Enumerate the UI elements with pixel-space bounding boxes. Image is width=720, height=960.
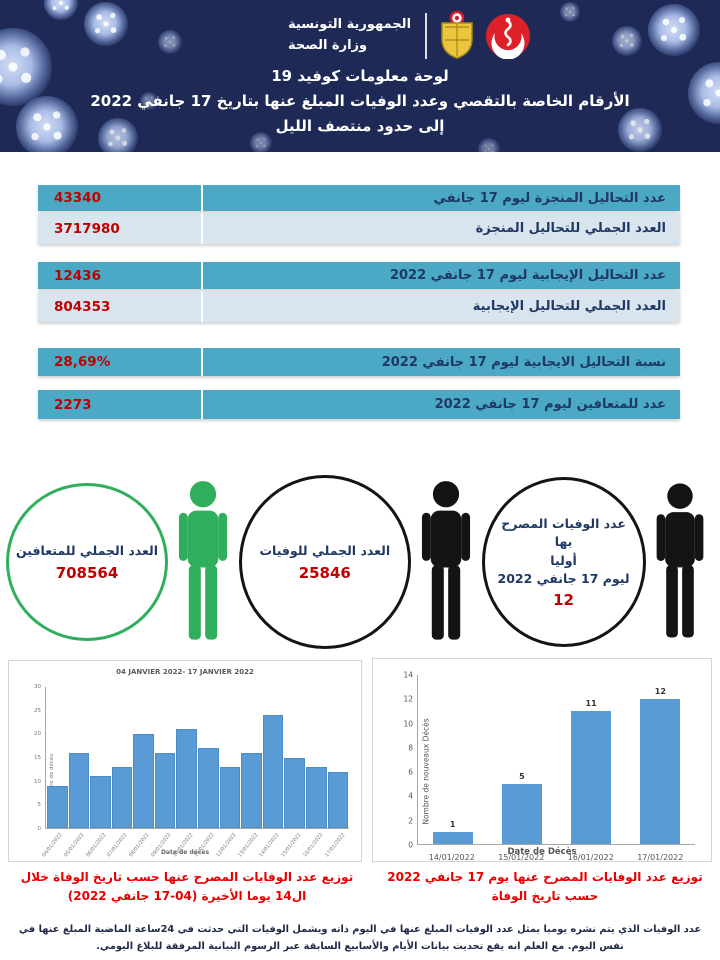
virus-decoration: [140, 92, 158, 110]
stat-value: 28,69%: [54, 354, 111, 370]
circle-label: عدد الوفيات المصرح بها أوليا ليوم 17 جان…: [497, 516, 630, 586]
person-icon: [179, 481, 228, 640]
virus-decoration: [250, 132, 272, 152]
stat-row-positive-total: 804353 العدد الجملي للتحاليل الإيجابية: [38, 291, 680, 322]
stat-row-positivity-rate: 28,69% نسبة التحاليل الايجابية ليوم 17 ج…: [38, 348, 680, 376]
cell-divider: [201, 213, 203, 244]
cell-divider: [201, 348, 203, 376]
stat-row-tests-today: 43340 عدد التحاليل المنجزة ليوم 17 جانفي: [38, 185, 680, 211]
stat-label: العدد الجملي للتحاليل المنجزة: [475, 221, 666, 236]
tunisia-coat-of-arms-icon: [441, 10, 473, 59]
virus-decoration: [618, 108, 662, 152]
x-axis-label: Date de décès: [160, 849, 210, 856]
stat-value: 12436: [54, 267, 101, 284]
virus-decoration: [44, 0, 78, 20]
circle-value: 12: [553, 590, 574, 609]
right-chart-caption: توزيع عدد الوفايات المصرح عنها يوم 17 جا…: [387, 870, 703, 903]
bars: 1 5 11 12: [418, 675, 695, 844]
left-chart-caption: توزيع عدد الوفايات المصرح عنها حسب تاريخ…: [20, 870, 354, 903]
chart-title: 04 JANVIER 2022- 17 JANVIER 2022: [116, 668, 254, 676]
cell-divider: [201, 185, 203, 211]
ministry-line1: الجمهورية التونسية: [288, 17, 412, 33]
government-brand: الجمهورية التونسية وزارة الصحة: [288, 8, 531, 64]
stat-label: عدد للمتعافين ليوم 17 جانفي 2022: [434, 397, 666, 412]
deaths-declared-today-circle: عدد الوفيات المصرح بها أوليا ليوم 17 جان…: [481, 477, 646, 647]
stat-value: 2273: [54, 396, 92, 413]
header-banner: الجمهورية التونسية وزارة الصحة لوحة معلو…: [0, 0, 720, 152]
circle-label: العدد الجملي للوفيات: [259, 543, 391, 559]
recovered-total-circle: العدد الجملي للمتعافين 708564: [6, 483, 168, 641]
x-axis-label: Date de Décès: [507, 847, 577, 857]
circle-label: العدد الجملي للمتعافين: [15, 543, 159, 559]
virus-decoration: [478, 138, 500, 152]
stat-label: العدد الجملي للتحاليل الإيجابية: [472, 299, 666, 314]
stat-row-tests-total: 3717980 العدد الجملي للتحاليل المنجزة: [38, 213, 680, 244]
person-icon: [422, 481, 471, 640]
dashboard-subtitle: الأرقام الخاصة بالتقصي وعدد الوفيات المب…: [90, 91, 630, 110]
virus-decoration: [98, 118, 138, 152]
stat-label: عدد التحاليل الإيجابية ليوم 17 جانفي 202…: [389, 268, 666, 283]
stat-label: نسبة التحاليل الايجابية ليوم 17 جانفي 20…: [381, 354, 666, 370]
virus-decoration: [648, 4, 700, 56]
y-axis-ticks: 0 2 4 6 8 10 12 14: [403, 670, 413, 850]
stat-label: عدد التحاليل المنجزة ليوم 17 جانفي: [433, 190, 666, 206]
plot-area: [45, 687, 349, 829]
deaths-14day-chart: 04 JANVIER 2022- 17 JANVIER 2022 Nombre …: [8, 660, 362, 862]
circle-value: 708564: [55, 563, 119, 582]
stat-value: 43340: [54, 190, 101, 206]
stat-value: 804353: [54, 298, 111, 315]
stat-value: 3717980: [54, 220, 120, 237]
virus-decoration: [560, 2, 580, 22]
y-axis-ticks: 0 5 10 15 20 25 30: [34, 684, 41, 832]
deaths-total-circle: العدد الجملي للوفيات 25846: [238, 475, 411, 649]
virus-decoration: [158, 30, 182, 54]
brand-divider: [425, 13, 428, 59]
person-icon: [656, 483, 704, 638]
stat-row-recovered-today: 2273 عدد للمتعافين ليوم 17 جانفي 2022: [38, 390, 680, 419]
cell-divider: [201, 262, 203, 289]
dashboard-title: لوحة معلومات كوفيد 19: [271, 67, 449, 85]
cell-divider: [201, 291, 203, 322]
virus-decoration: [16, 96, 78, 152]
virus-decoration: [84, 2, 128, 46]
circle-value: 25846: [298, 563, 351, 582]
virus-decoration: [612, 26, 642, 56]
plot-area: 1 5 11 12: [417, 675, 695, 845]
ministry-line2: وزارة الصحة: [288, 38, 368, 53]
summary-section: العدد الجملي للمتعافين 708564 العدد الجم…: [2, 468, 718, 656]
bars: [46, 687, 349, 828]
cell-divider: [201, 390, 203, 419]
dashboard-title-block: لوحة معلومات كوفيد 19 الأرقام الخاصة بال…: [0, 64, 720, 138]
dashboard-subtitle2: إلى حدود منتصف الليل: [275, 116, 445, 135]
footer-note: عدد الوفيات الذي يتم نشره يوميا يمثل عدد…: [18, 924, 702, 952]
ministry-name: الجمهورية التونسية وزارة الصحة: [288, 15, 411, 57]
health-ministry-logo-icon: [486, 14, 531, 59]
stat-row-positive-today: 12436 عدد التحاليل الإيجابية ليوم 17 جان…: [38, 262, 680, 289]
x-axis-ticks: 14/01/2022 15/01/2022 16/01/2022 17/01/2022: [428, 853, 684, 862]
